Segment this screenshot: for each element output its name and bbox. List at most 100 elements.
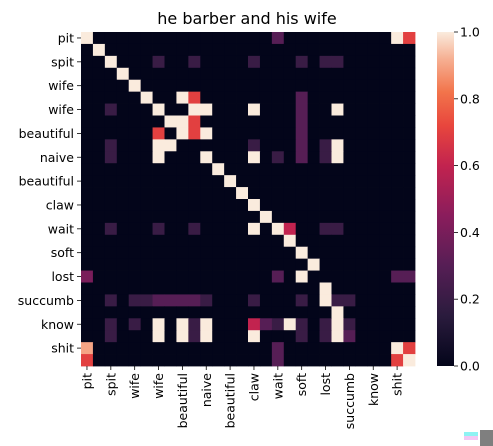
heatmap-cell bbox=[331, 67, 344, 81]
heatmap-cell bbox=[212, 354, 225, 367]
heatmap-cell bbox=[188, 67, 201, 81]
heatmap-cell bbox=[259, 222, 273, 236]
heatmap-cell bbox=[403, 222, 416, 236]
heatmap-cell bbox=[224, 222, 237, 236]
heatmap-cell bbox=[343, 187, 356, 200]
heatmap-cell bbox=[116, 330, 130, 343]
heatmap-cell bbox=[236, 282, 249, 295]
heatmap-cell bbox=[295, 139, 309, 152]
heatmap-cell bbox=[343, 258, 356, 271]
heatmap-cell bbox=[295, 210, 309, 224]
heatmap-cell bbox=[176, 330, 189, 343]
heatmap-cell bbox=[379, 139, 392, 152]
heatmap-cell bbox=[355, 175, 368, 188]
heatmap-cell bbox=[355, 234, 368, 248]
heatmap-cell bbox=[212, 330, 225, 343]
heatmap-cell bbox=[188, 127, 201, 140]
heatmap-cell bbox=[403, 79, 416, 93]
heatmap-cell bbox=[92, 115, 106, 128]
heatmap-cell bbox=[271, 151, 285, 164]
heatmap-cell bbox=[259, 330, 273, 343]
heatmap-cell bbox=[128, 151, 142, 164]
heatmap-cell bbox=[176, 342, 189, 355]
heatmap-cell bbox=[212, 139, 225, 152]
heatmap-cell bbox=[236, 151, 249, 164]
heatmap-cell bbox=[152, 151, 165, 164]
heatmap-cell bbox=[236, 306, 249, 319]
heatmap-cell bbox=[200, 330, 213, 343]
heatmap-cell bbox=[104, 103, 118, 116]
heatmap-cell bbox=[176, 151, 189, 164]
heatmap-cell bbox=[224, 330, 237, 343]
heatmap-cell bbox=[152, 67, 165, 81]
heatmap-cell bbox=[248, 354, 261, 367]
heatmap-cell bbox=[128, 294, 142, 307]
heatmap-cell bbox=[355, 127, 368, 140]
heatmap-cell bbox=[307, 127, 320, 140]
heatmap-cell bbox=[212, 210, 225, 224]
heatmap-cell bbox=[271, 294, 285, 307]
heatmap-cell bbox=[391, 330, 404, 343]
heatmap-cell bbox=[391, 91, 404, 104]
heatmap-cell bbox=[164, 222, 177, 236]
heatmap-cell bbox=[355, 187, 368, 200]
heatmap-cell bbox=[307, 151, 320, 164]
heatmap-cell bbox=[367, 43, 380, 57]
heatmap-cell bbox=[271, 175, 285, 188]
heatmap-cell bbox=[188, 151, 201, 164]
heatmap-cell bbox=[283, 258, 297, 271]
heatmap-cell bbox=[331, 210, 344, 224]
heatmap-cell bbox=[403, 175, 416, 188]
heatmap-cell bbox=[248, 175, 261, 188]
heatmap-cell bbox=[283, 210, 297, 224]
heatmap-cell bbox=[343, 55, 356, 69]
heatmap-cell bbox=[116, 222, 130, 236]
heatmap-cell bbox=[295, 342, 309, 355]
heatmap-cell bbox=[319, 199, 332, 212]
heatmap-cell bbox=[164, 175, 177, 188]
heatmap-cell bbox=[259, 163, 273, 176]
heatmap-cell bbox=[152, 342, 165, 355]
heatmap-cell bbox=[92, 294, 106, 307]
heatmap-cell bbox=[212, 67, 225, 81]
heatmap-cell bbox=[331, 55, 344, 69]
heatmap-cell bbox=[152, 43, 165, 57]
heatmap-cell bbox=[259, 354, 273, 367]
heatmap-cell bbox=[116, 55, 130, 69]
heatmap-cell bbox=[379, 115, 392, 128]
x-tick-label: wife bbox=[127, 373, 142, 399]
x-tick-label: wait bbox=[270, 373, 285, 399]
heatmap-cell bbox=[379, 294, 392, 307]
heatmap-cell bbox=[283, 139, 297, 152]
heatmap-cell bbox=[391, 199, 404, 212]
heatmap-cell bbox=[164, 258, 177, 271]
heatmap-cell bbox=[355, 91, 368, 104]
heatmap-cell bbox=[283, 234, 297, 248]
heatmap-cell bbox=[104, 342, 118, 355]
colorbar-axis: 0.0 0.2 0.4 0.6 0.8 1.0 bbox=[454, 25, 480, 374]
y-tick-label: beautiful bbox=[19, 126, 74, 141]
heatmap-cell bbox=[248, 32, 261, 45]
heatmap-cell bbox=[188, 270, 201, 283]
heatmap-cell bbox=[379, 210, 392, 224]
heatmap-cell bbox=[403, 55, 416, 69]
heatmap-cell bbox=[331, 199, 344, 212]
heatmap-cell bbox=[331, 163, 344, 176]
heatmap-cell bbox=[188, 282, 201, 295]
x-tick-label: shit bbox=[390, 373, 405, 396]
heatmap-cell bbox=[236, 55, 249, 69]
heatmap-cell bbox=[295, 330, 309, 343]
heatmap-cell bbox=[343, 139, 356, 152]
heatmap-cell bbox=[283, 55, 297, 69]
heatmap-cell bbox=[331, 246, 344, 260]
heatmap-cell bbox=[188, 354, 201, 367]
heatmap-cell bbox=[283, 342, 297, 355]
heatmap-cell bbox=[259, 151, 273, 164]
colorbar-tick-label: 0.8 bbox=[460, 91, 480, 106]
heatmap-cell bbox=[319, 139, 332, 152]
heatmap-cell bbox=[391, 32, 404, 45]
heatmap-cell bbox=[367, 282, 380, 295]
heatmap-cell bbox=[200, 79, 213, 93]
heatmap-cell bbox=[319, 234, 332, 248]
heatmap-cell bbox=[248, 127, 261, 140]
